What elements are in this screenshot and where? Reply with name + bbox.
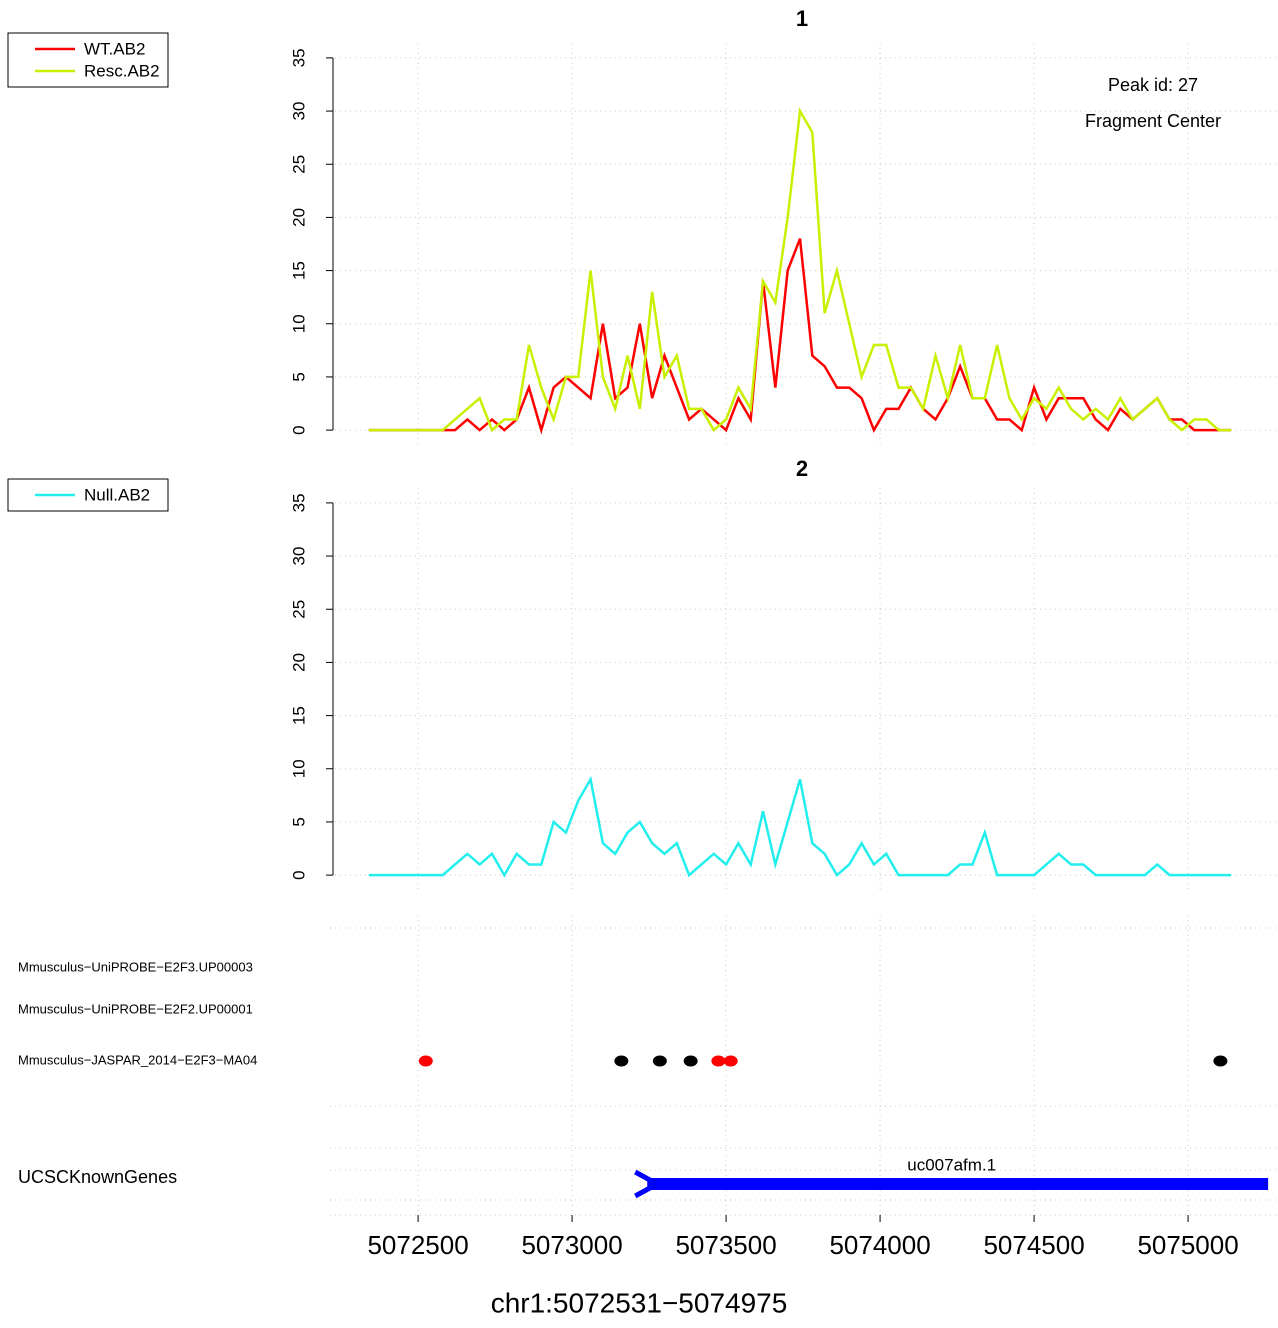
y-tick-label: 5 [289, 817, 308, 826]
track-label: Mmusculus−UniPROBE−E2F2.UP00001 [18, 1001, 253, 1016]
data-line [368, 107, 1232, 433]
y-tick-label: 0 [289, 425, 308, 434]
panel-title: 2 [796, 456, 808, 481]
motif-site [683, 1055, 698, 1067]
motif-site [1213, 1055, 1228, 1067]
y-tick-label: 5 [289, 372, 308, 381]
data-line [368, 775, 1232, 878]
track-label: Mmusculus−UniPROBE−E2F3.UP00003 [18, 959, 253, 974]
y-tick-label: 30 [289, 547, 308, 566]
y-tick-label: 35 [289, 493, 308, 512]
annotation: Fragment Center [1085, 111, 1221, 131]
y-tick-label: 15 [289, 706, 308, 725]
motif-site [418, 1055, 433, 1067]
data-line [368, 238, 1232, 435]
motif-site [652, 1055, 667, 1067]
x-tick-label: 5073000 [521, 1230, 622, 1260]
y-tick-label: 30 [289, 102, 308, 121]
x-tick-label: 5074500 [983, 1230, 1084, 1260]
panel-title: 1 [796, 6, 808, 31]
y-tick-label: 10 [289, 759, 308, 778]
x-tick-label: 5075000 [1137, 1230, 1238, 1260]
y-tick-label: 35 [289, 48, 308, 67]
x-axis-label: chr1:5072531−5074975 [491, 1287, 788, 1318]
legend-label: Null.AB2 [84, 485, 150, 504]
y-tick-label: 20 [289, 653, 308, 672]
gene-strand [634, 1169, 663, 1199]
y-tick-label: 20 [289, 208, 308, 227]
legend-box [7, 32, 169, 88]
track-label: Mmusculus−JASPAR_2014−E2F3−MA04 [18, 1052, 257, 1067]
y-tick-label: 25 [289, 600, 308, 619]
x-tick-label: 5072500 [367, 1230, 468, 1260]
legend-label: WT.AB2 [84, 39, 145, 58]
legend-label: Resc.AB2 [84, 61, 160, 80]
y-tick-label: 25 [289, 155, 308, 174]
x-tick-label: 5073500 [675, 1230, 776, 1260]
x-tick-label: 5074000 [829, 1230, 930, 1260]
y-tick-label: 10 [289, 314, 308, 333]
annotation: Peak id: 27 [1108, 75, 1198, 95]
gene [647, 1178, 1269, 1190]
motif-site [614, 1055, 629, 1067]
y-tick-label: 15 [289, 261, 308, 280]
track-label: UCSCKnownGenes [18, 1167, 177, 1187]
legend-box [7, 478, 169, 512]
gene-label: uc007afm.1 [907, 1155, 996, 1174]
motif-site [723, 1055, 738, 1067]
y-tick-label: 0 [289, 870, 308, 879]
motif-site [711, 1055, 726, 1067]
